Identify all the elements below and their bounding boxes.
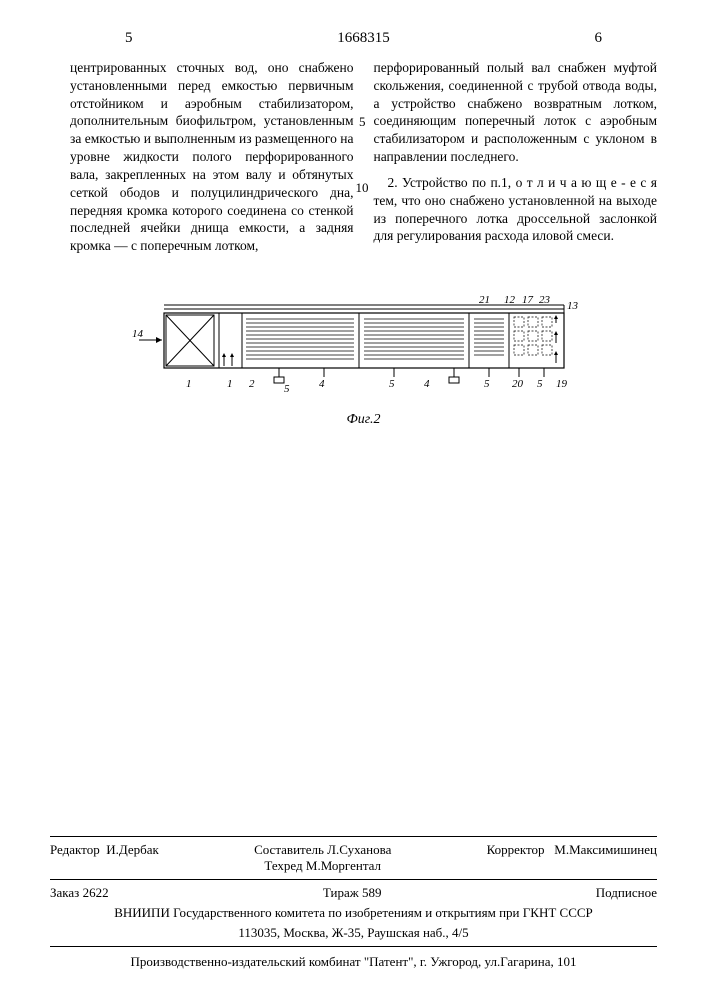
compiler-techred: Составитель Л.Суханова Техред М.Моргента… (254, 842, 391, 874)
label-17: 17 (522, 295, 534, 306)
right-column: перфорированный полый вал снабжен муфтой… (374, 59, 658, 255)
label-4b: 4 (424, 378, 430, 390)
label-4a: 4 (319, 378, 325, 390)
label-1b: 1 (227, 378, 233, 390)
footer: Редактор И.Дербак Составитель Л.Суханова… (50, 833, 657, 970)
page-num-right: 6 (595, 30, 603, 47)
line-marker-5: 5 (359, 113, 366, 130)
right-text-p2: 2. Устройство по п.1, о т л и ч а ю щ е … (374, 174, 658, 245)
label-23: 23 (539, 295, 551, 306)
label-2: 2 (249, 378, 255, 390)
label-5d: 5 (537, 378, 543, 390)
label-21: 21 (479, 295, 490, 306)
label-19: 19 (556, 378, 568, 390)
address: 113035, Москва, Ж-35, Раушская наб., 4/5 (50, 923, 657, 943)
corrector: Корректор М.Максимишинец (487, 842, 657, 874)
figure-svg: 14 1 1 2 5 4 5 4 5 20 5 19 21 12 17 23 1… (124, 295, 604, 405)
label-1a: 1 (186, 378, 192, 390)
label-20: 20 (512, 378, 524, 390)
label-12: 12 (504, 295, 516, 306)
label-5c: 5 (484, 378, 490, 390)
left-column: центрированных сточных вод, оно снабжено… (70, 59, 354, 255)
org: ВНИИПИ Государственного комитета по изоб… (50, 903, 657, 923)
subscription: Подписное (596, 885, 657, 901)
figure-2: 14 1 1 2 5 4 5 4 5 20 5 19 21 12 17 23 1… (70, 295, 657, 428)
figure-caption: Фиг.2 (70, 412, 657, 428)
line-marker-10: 10 (356, 179, 369, 196)
tirazh: Тираж 589 (323, 885, 382, 901)
label-5a: 5 (284, 383, 290, 395)
label-5b: 5 (389, 378, 395, 390)
page-header: 5 1668315 6 (70, 30, 657, 47)
patent-number: 1668315 (133, 30, 595, 47)
label-14: 14 (132, 328, 144, 340)
text-columns: центрированных сточных вод, оно снабжено… (70, 59, 657, 255)
page-num-left: 5 (125, 30, 133, 47)
production: Производственно-издательский комбинат "П… (50, 950, 657, 970)
left-text: центрированных сточных вод, оно снабжено… (70, 59, 354, 255)
editor: Редактор И.Дербак (50, 842, 159, 874)
right-text-p1: перфорированный полый вал снабжен муфтой… (374, 59, 658, 166)
order: Заказ 2622 (50, 885, 109, 901)
label-13: 13 (567, 300, 579, 312)
